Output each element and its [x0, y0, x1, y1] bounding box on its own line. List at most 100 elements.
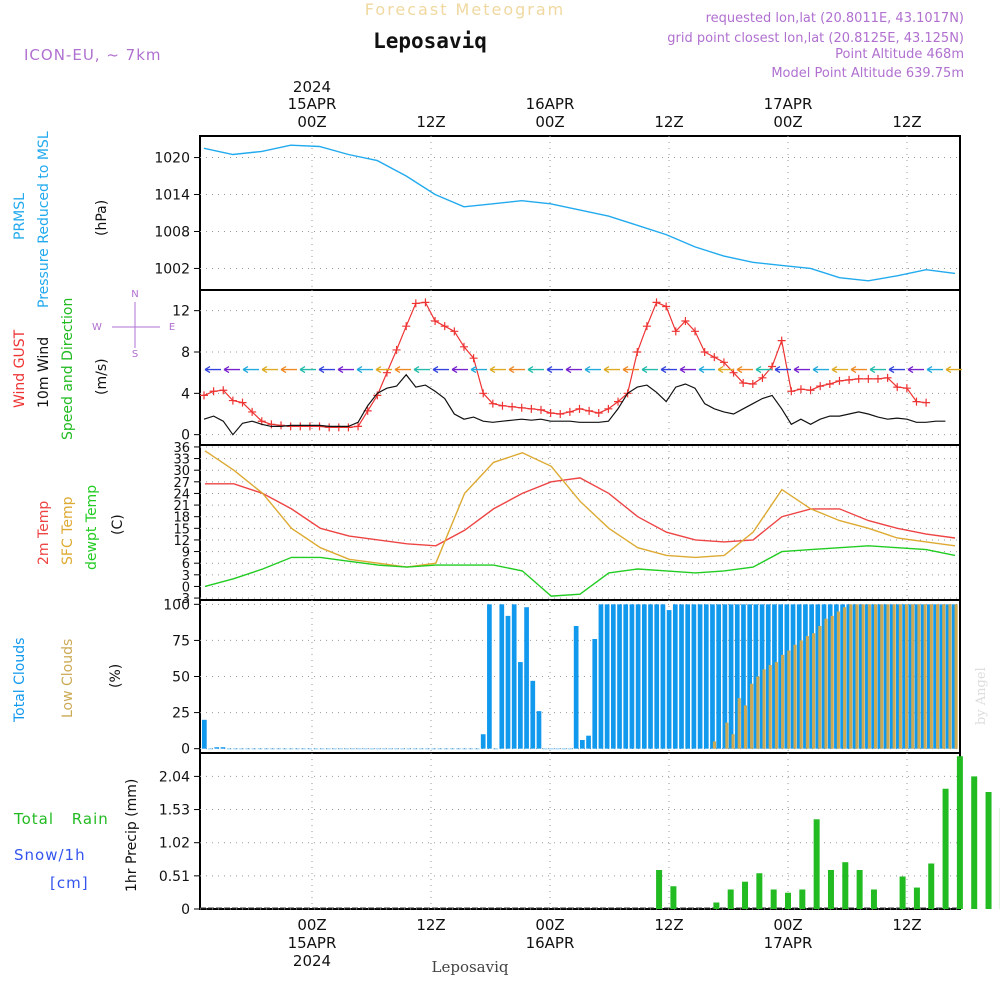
gust-point: [248, 407, 257, 416]
total-cloud-bar: [573, 625, 579, 749]
gust-point: [585, 406, 594, 415]
total-cloud-bar: [518, 662, 523, 749]
total-cloud-bar: [784, 604, 790, 749]
low-cloud-bar: [737, 698, 741, 749]
wind-direction-arrow: [470, 366, 487, 374]
total-cloud-bar: [840, 604, 845, 749]
total-cloud-bar: [852, 604, 858, 749]
rain-bar: [756, 873, 763, 909]
low-cloud-bar: [824, 618, 828, 749]
gust-point: [864, 374, 873, 383]
gust-point: [671, 327, 680, 336]
y-tick-label: 12: [173, 534, 190, 549]
total-cloud-bar: [350, 748, 356, 750]
gust-point: [806, 386, 815, 395]
total-cloud-bar: [927, 604, 932, 749]
total-cloud-bar: [276, 748, 282, 750]
gust-point: [440, 322, 449, 331]
gust-point: [219, 386, 228, 395]
low-cloud-bar: [756, 676, 760, 749]
total-cloud-bar: [815, 604, 821, 749]
gust-point: [334, 423, 343, 432]
total-cloud-bar: [846, 604, 852, 749]
gust-point: [296, 422, 305, 431]
low-cloud-bar: [905, 604, 909, 749]
total-cloud-bar: [654, 604, 660, 749]
gust-point: [373, 391, 382, 400]
gust-point: [565, 407, 574, 416]
total-cloud-bar: [728, 604, 734, 749]
wind-direction-arrow: [261, 366, 278, 374]
total-cloud-bar: [586, 735, 591, 749]
wind-gust-label: Wind GUST: [12, 329, 28, 408]
rain-bar: [827, 870, 834, 909]
total-cloud-bar: [549, 748, 554, 750]
total-cloud-bar: [288, 748, 294, 750]
low-cloud-bar: [849, 604, 853, 749]
wind-direction-arrow: [299, 366, 316, 374]
low-cloud-bar: [781, 654, 785, 749]
gust-point: [315, 422, 324, 431]
compass-n: N: [131, 289, 138, 300]
y-tick-label: 4: [181, 386, 190, 402]
bottom-tick-label: 00Z: [535, 916, 564, 934]
wind-direction-arrow: [774, 366, 791, 374]
total-cloud-bar: [722, 604, 728, 749]
y-tick-label: 3: [182, 569, 190, 584]
total-cloud-bar: [313, 748, 319, 750]
total-cloud-bar: [325, 748, 331, 750]
gust-point: [488, 399, 497, 408]
total-cloud-bar: [865, 604, 870, 749]
snow-label: Snow/1h: [14, 846, 86, 864]
total-cloud-bar: [418, 748, 424, 750]
total-cloud-bar: [270, 748, 275, 750]
gust-point: [922, 398, 931, 407]
total-cloud-bar: [703, 604, 709, 749]
low-cloud-bar: [774, 662, 778, 749]
wind-direction-arrow: [850, 366, 867, 374]
low-cloud-bar: [799, 640, 803, 749]
gust-point: [402, 322, 411, 331]
rain-bar: [713, 902, 720, 909]
gust-point: [267, 420, 276, 429]
low-cloud-bar: [942, 604, 946, 749]
total-cloud-bar: [679, 604, 684, 749]
total-cloud-bar: [790, 604, 796, 749]
y-tick-label: 33: [173, 453, 190, 468]
total-cloud-bar: [666, 610, 672, 749]
y-tick-label: 21: [173, 499, 190, 514]
total-cloud-bar: [889, 604, 895, 749]
wind-direction-arrow: [546, 366, 563, 374]
total-cloud-bar: [524, 607, 529, 749]
y-tick-label: 1020: [154, 151, 190, 167]
gust-point: [710, 353, 719, 362]
low-cloud-bar: [818, 625, 822, 749]
total-cloud-bar: [592, 638, 598, 749]
total-cloud-bar: [896, 604, 901, 749]
total-cloud-bar: [338, 748, 344, 750]
bottom-tick-label: 00Z: [297, 916, 326, 934]
low-cloud-bar: [886, 604, 890, 749]
compass-w: W: [92, 322, 102, 333]
compass-s: S: [132, 349, 138, 360]
rain-bar: [942, 788, 949, 909]
dewpt-series-line: [204, 545, 956, 597]
wind-direction-arrow: [698, 366, 715, 374]
y-tick-label: 25: [172, 706, 190, 722]
gust-point: [354, 422, 363, 431]
y-tick-label: 1.53: [159, 803, 190, 819]
gust-point: [662, 302, 671, 311]
total-cloud-bar: [456, 748, 461, 750]
gust-point: [228, 396, 237, 405]
gust-point: [614, 397, 623, 406]
y-tick-label: 18: [173, 511, 190, 526]
gust-point: [873, 374, 882, 383]
pressure-series-line: [203, 144, 956, 282]
total-cloud-bar: [282, 748, 288, 750]
total-cloud-bar: [617, 604, 622, 749]
gust-point: [450, 327, 459, 336]
gust-point: [209, 387, 218, 396]
low-cloud-bar: [743, 705, 748, 749]
total-cloud-bar: [561, 748, 567, 750]
